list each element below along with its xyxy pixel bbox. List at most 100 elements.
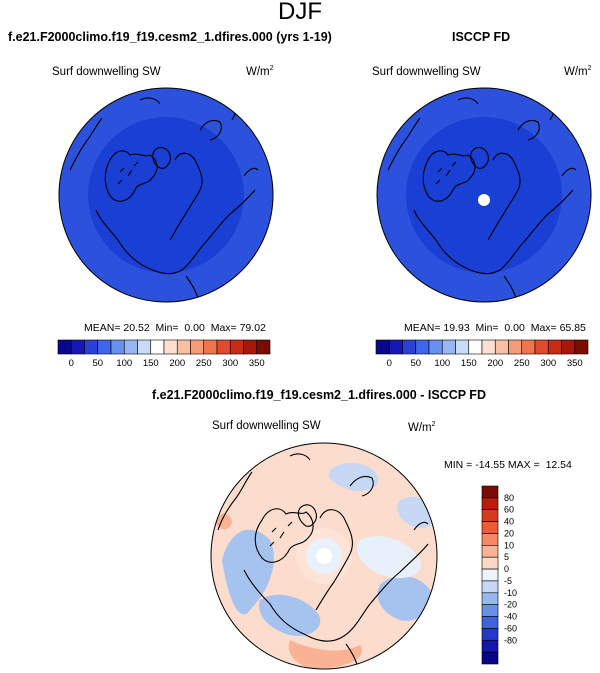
left-colorbar-swatch xyxy=(123,339,138,355)
diff-panel-stats: MIN = -14.55 MAX = 12.54 xyxy=(444,459,572,471)
diff-colorbar-swatch xyxy=(481,616,499,629)
left-panel-units: W/m2 xyxy=(246,65,274,78)
left-colorbar: 0 50 100 150 200 250 300 350 xyxy=(57,339,271,369)
left-polar-map xyxy=(59,88,273,302)
left-colorbar-tick-label: 50 xyxy=(92,358,103,369)
left-map-border xyxy=(58,87,274,303)
right-colorbar: 0 50 100 150 200 250 300 350 xyxy=(375,339,589,369)
right-colorbar-swatch xyxy=(547,339,562,355)
left-colorbar-swatch xyxy=(229,339,244,355)
right-colorbar-tick-label: 50 xyxy=(410,358,421,369)
diff-coastlines xyxy=(217,449,429,669)
right-colorbar-tick-label: 350 xyxy=(567,358,583,369)
right-colorbar-swatch xyxy=(455,339,470,355)
left-colorbar-swatch xyxy=(176,339,191,355)
left-panel-variable: Surf downwelling SW xyxy=(52,66,161,78)
left-colorbar-swatch xyxy=(150,339,165,355)
right-colorbar-swatch xyxy=(481,339,496,355)
left-coastlines xyxy=(69,97,259,299)
right-panel-variable: Surf downwelling SW xyxy=(372,66,481,78)
diff-colorbar-tick-label: 5 xyxy=(504,552,509,562)
left-colorbar-tick-label: 250 xyxy=(196,358,212,369)
diff-colorbar-tick-label: 10 xyxy=(504,540,514,550)
left-colorbar-swatch xyxy=(243,339,258,355)
right-colorbar-swatch xyxy=(375,339,390,355)
left-colorbar-tick-label: 150 xyxy=(143,358,159,369)
diff-colorbar-tick-label: -5 xyxy=(504,576,512,586)
diff-colorbar-tick-label: -60 xyxy=(504,623,517,633)
left-colorbar-tick-label: 350 xyxy=(249,358,265,369)
right-pole-missing-data xyxy=(478,194,490,206)
right-map-border xyxy=(376,87,592,303)
right-colorbar-swatch xyxy=(508,339,523,355)
diff-colorbar-tick-label: 80 xyxy=(504,493,514,503)
left-colorbar-swatch xyxy=(190,339,205,355)
left-colorbar-swatch xyxy=(70,339,85,355)
diff-map-border xyxy=(210,442,438,670)
left-colorbar-swatch xyxy=(163,339,178,355)
diff-colorbar-swatch xyxy=(481,639,499,653)
right-colorbar-tick-label: 200 xyxy=(487,358,503,369)
left-colorbar-tick-label: 0 xyxy=(69,358,74,369)
diff-colorbar-swatch xyxy=(481,651,499,665)
diff-colorbar-swatch xyxy=(481,533,499,546)
left-colorbar-swatch xyxy=(137,339,152,355)
diff-colorbar-tick-label: 60 xyxy=(504,505,514,515)
diff-colorbar-swatch xyxy=(481,556,499,570)
figure-title: DJF xyxy=(278,0,322,25)
left-colorbar-swatch xyxy=(216,339,231,355)
right-panel-units: W/m2 xyxy=(564,65,592,78)
diff-pole-missing-data xyxy=(316,548,332,564)
right-colorbar-swatch xyxy=(415,339,430,355)
right-colorbar-swatch xyxy=(402,339,417,355)
right-colorbar-swatch xyxy=(468,339,483,355)
left-panel-stats: MEAN= 20.52 Min= 0.00 Max= 79.02 xyxy=(84,322,266,334)
diff-colorbar-swatch xyxy=(481,521,499,534)
diff-colorbar-swatch xyxy=(481,545,499,558)
right-colorbar-swatch xyxy=(388,339,403,355)
diff-panel-variable: Surf downwelling SW xyxy=(212,420,321,432)
right-panel-stats: MEAN= 19.93 Min= 0.00 Max= 65.85 xyxy=(404,322,586,334)
diff-polar-map xyxy=(211,443,437,669)
diff-colorbar-tick-label: -20 xyxy=(504,600,517,610)
diff-panel-units: W/m2 xyxy=(408,421,436,434)
diff-colorbar-swatch xyxy=(481,604,499,617)
right-polar-map xyxy=(377,88,591,302)
left-colorbar-swatch xyxy=(110,339,125,355)
right-panel-title: ISCCP FD xyxy=(452,30,511,44)
right-colorbar-tick-label: 0 xyxy=(387,358,392,369)
diff-colorbar-tick-label: -10 xyxy=(504,588,517,598)
diff-colorbar-tick-label: 20 xyxy=(504,528,514,538)
left-colorbar-tick-label: 200 xyxy=(169,358,185,369)
right-colorbar-swatch xyxy=(534,339,549,355)
left-panel-title: f.e21.F2000climo.f19_f19.cesm2_1.dfires.… xyxy=(8,30,332,44)
right-coastlines xyxy=(387,97,577,299)
diff-colorbar-tick-label: 0 xyxy=(504,564,509,574)
diff-colorbar-swatch xyxy=(481,628,499,641)
left-colorbar-swatch xyxy=(203,339,218,355)
right-colorbar-tick-label: 100 xyxy=(434,358,450,369)
left-colorbar-swatch xyxy=(256,339,271,355)
diff-colorbar-tick-label: -80 xyxy=(504,635,517,645)
right-colorbar-tick-label: 250 xyxy=(514,358,530,369)
left-colorbar-tick-label: 100 xyxy=(116,358,132,369)
left-colorbar-swatch xyxy=(57,339,72,355)
diff-colorbar-swatch xyxy=(481,568,499,582)
right-colorbar-swatch xyxy=(561,339,576,355)
diff-panel-title: f.e21.F2000climo.f19_f19.cesm2_1.dfires.… xyxy=(152,388,486,402)
left-colorbar-swatch xyxy=(97,339,112,355)
right-colorbar-swatch xyxy=(428,339,443,355)
right-colorbar-tick-label: 150 xyxy=(461,358,477,369)
diff-colorbar-tick-label: -40 xyxy=(504,612,517,622)
right-colorbar-swatch xyxy=(441,339,456,355)
diff-colorbar-tick-label: 40 xyxy=(504,517,514,527)
diff-colorbar-swatch xyxy=(481,580,499,594)
right-colorbar-swatch xyxy=(521,339,536,355)
diff-colorbar-swatch xyxy=(481,497,499,511)
diff-colorbar-swatch xyxy=(481,592,499,605)
right-colorbar-tick-label: 300 xyxy=(540,358,556,369)
left-colorbar-swatch xyxy=(84,339,99,355)
right-colorbar-swatch xyxy=(494,339,509,355)
